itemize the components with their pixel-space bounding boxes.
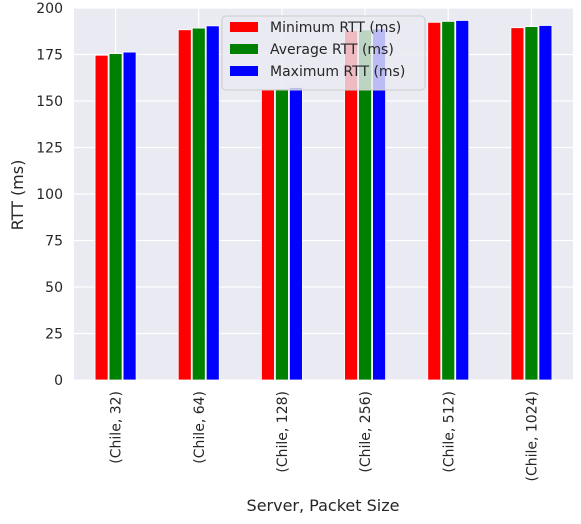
bar-minimum-rtt xyxy=(177,29,192,381)
legend-label: Maximum RTT (ms) xyxy=(270,64,405,80)
y-tick-label: 0 xyxy=(54,373,63,389)
x-tick-label: (Chile, 128) xyxy=(275,391,291,473)
x-tick-label: (Chile, 1024) xyxy=(524,391,540,482)
legend-swatch xyxy=(230,22,258,32)
bar-maximum-rtt xyxy=(289,87,303,381)
y-tick-label: 175 xyxy=(36,48,63,64)
bar-maximum-rtt xyxy=(538,25,553,381)
y-tick-label: 150 xyxy=(36,94,63,110)
bar-minimum-rtt xyxy=(94,54,109,381)
y-tick-label: 200 xyxy=(36,1,63,17)
y-tick-labels: 0 25 50 75 100 125 150 175 200 xyxy=(36,1,63,389)
legend: Minimum RTT (ms) Average RTT (ms) Maximum … xyxy=(221,15,426,91)
x-tick-label: (Chile, 64) xyxy=(192,391,208,464)
y-tick-label: 25 xyxy=(45,327,63,343)
bar-average-rtt xyxy=(191,27,206,381)
x-tick-label: (Chile, 256) xyxy=(358,391,374,473)
bar-minimum-rtt xyxy=(427,21,442,381)
x-tick-labels: (Chile, 32) (Chile, 64) (Chile, 128) (Chile… xyxy=(109,391,541,482)
y-tick-label: 125 xyxy=(36,141,63,157)
legend-box xyxy=(221,15,426,91)
bar-minimum-rtt xyxy=(261,89,275,381)
x-axis-title: Server, Packet Size xyxy=(247,496,400,515)
legend-label: Average RTT (ms) xyxy=(270,42,394,58)
bar-average-rtt xyxy=(275,88,289,381)
bars xyxy=(94,20,553,381)
y-tick-label: 75 xyxy=(45,234,63,250)
x-tick-label: (Chile, 512) xyxy=(441,391,457,473)
y-tick-label: 50 xyxy=(45,280,63,296)
x-tick-label: (Chile, 32) xyxy=(109,391,125,464)
bar-maximum-rtt xyxy=(455,20,470,381)
legend-swatch xyxy=(230,44,258,54)
bar-average-rtt xyxy=(108,53,123,381)
bar-average-rtt xyxy=(441,20,456,381)
bar-average-rtt xyxy=(524,26,539,381)
y-axis-title: RTT (ms) xyxy=(8,160,27,231)
bar-minimum-rtt xyxy=(510,27,525,381)
legend-swatch xyxy=(230,66,258,76)
y-gridlines xyxy=(74,7,573,381)
bar-maximum-rtt xyxy=(205,25,220,381)
legend-label: Minimum RTT (ms) xyxy=(270,20,401,36)
bar-maximum-rtt xyxy=(122,51,137,381)
y-tick-label: 100 xyxy=(36,187,63,203)
